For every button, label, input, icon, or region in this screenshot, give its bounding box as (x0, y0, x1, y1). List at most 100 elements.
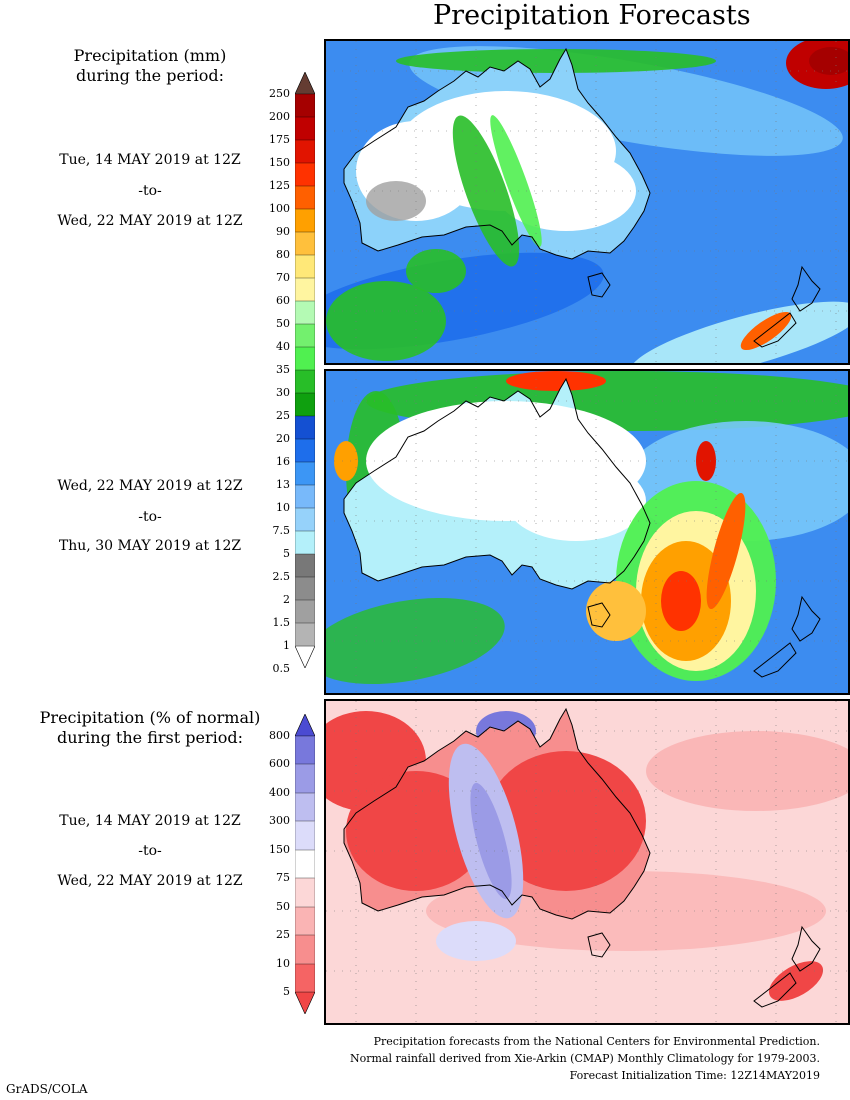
pct-colorbar-tick-label: 150 (269, 842, 290, 856)
pct-colorbar-swatch (295, 821, 315, 850)
pct-colorbar-swatch (295, 736, 315, 765)
coastline (753, 312, 797, 348)
precip-region (586, 581, 646, 641)
mm-colorbar-tick-label: 16 (276, 455, 290, 468)
mm-colorbar-tick-label: 7.5 (272, 524, 291, 537)
mm-colorbar-tick-label: 50 (276, 317, 290, 330)
mm-colorbar-swatch (295, 324, 315, 347)
mm-colorbar-swatch (295, 439, 315, 462)
precip-region (506, 371, 606, 391)
mm-colorbar-tick-label: 200 (269, 110, 290, 123)
coastline (587, 932, 611, 958)
coastline (791, 595, 821, 642)
mm-colorbar-swatch (295, 117, 315, 140)
coastline (791, 925, 821, 972)
mm-colorbar-tick-label: 125 (269, 179, 290, 192)
precip-band (490, 115, 542, 247)
legend-pct-header-line1: Precipitation (% of normal) (39, 708, 261, 727)
period2-end: Thu, 30 MAY 2019 at 12Z (58, 538, 242, 554)
map-panel-week1 (324, 39, 850, 365)
pct-colorbar-tick-label: 600 (269, 757, 290, 771)
pct-colorbar-tick-label: 400 (269, 785, 290, 799)
pct-colorbar-tick-label: 800 (269, 729, 290, 742)
mm-colorbar-tick-label: 80 (276, 248, 290, 261)
mm-colorbar-tick-label: 10 (276, 501, 290, 514)
precip-region (326, 281, 446, 361)
pct-colorbar-swatch (295, 849, 315, 879)
pct-colorbar-tick-label: 25 (276, 928, 290, 942)
pct-colorbar-swatch (295, 935, 315, 964)
mm-colorbar-swatch (295, 508, 315, 531)
precip-region (396, 49, 716, 73)
coastline (343, 47, 651, 260)
pct-colorbar-bottom-arrow (295, 992, 315, 1014)
pct-colorbar-tick-label: 50 (276, 899, 290, 913)
page-title: Precipitation Forecasts (433, 0, 751, 31)
mm-colorbar-tick-label: 175 (269, 133, 290, 146)
lat-lon-grid (326, 371, 848, 693)
legend-mm-header-line2: during the period: (76, 66, 224, 85)
mm-colorbar-swatch (295, 623, 315, 646)
mm-colorbar-swatch (295, 416, 315, 439)
pct-colorbar-tick-label: 75 (276, 871, 290, 885)
mm-colorbar-swatch (295, 232, 315, 255)
precip-region (661, 571, 701, 631)
period1-end: Wed, 22 MAY 2019 at 12Z (57, 213, 243, 229)
mm-colorbar-swatch (295, 301, 315, 324)
precip-region (809, 47, 848, 75)
mm-colorbar-swatch (295, 255, 315, 278)
mm-colorbar-swatch (295, 94, 315, 117)
pct-colorbar-swatch (295, 792, 315, 822)
mm-colorbar-tick-label: 5 (283, 547, 290, 560)
footer-line3: Forecast Initialization Time: 12Z14MAY20… (569, 1069, 820, 1082)
mm-colorbar-tick-label: 1.5 (272, 616, 291, 629)
mm-colorbar-tick-label: 70 (276, 271, 290, 284)
lat-lon-grid (326, 41, 848, 363)
mm-colorbar-tick-label: 250 (269, 87, 290, 100)
pct-colorbar-swatch (295, 906, 315, 936)
pct-colorbar-tick-label: 5 (283, 985, 290, 998)
mm-colorbar-tick-label: 25 (276, 409, 290, 422)
coastline (587, 272, 611, 298)
coastline (753, 972, 797, 1008)
mm-colorbar-swatch (295, 554, 315, 577)
dry-region (506, 461, 646, 541)
legend-pct-header: Precipitation (% of normal) during the f… (0, 708, 300, 748)
mm-colorbar-swatch (295, 462, 315, 485)
mm-colorbar-swatch (295, 186, 315, 209)
legend-pct-header-line2: during the first period: (56, 728, 244, 747)
below-normal-region (646, 731, 848, 811)
mm-colorbar-swatch (295, 485, 315, 508)
mm-colorbar-tick-label: 100 (269, 202, 290, 215)
mm-colorbar-tick-label: 2.5 (272, 570, 291, 583)
mm-colorbar-swatch (295, 347, 315, 370)
mm-colorbar-swatch (295, 577, 315, 600)
lat-lon-grid (326, 701, 848, 1023)
mm-colorbar-bottom-arrow (295, 646, 315, 668)
mm-colorbar-tick-label: 35 (276, 363, 290, 376)
coastline (343, 707, 651, 920)
mm-colorbar-tick-label: 2 (283, 593, 290, 606)
mm-colorbar-tick-label: 30 (276, 386, 290, 399)
pct-colorbar-tick-label: 10 (276, 956, 290, 970)
footer-line2: Normal rainfall derived from Xie-Arkin (… (350, 1052, 820, 1065)
pct-colorbar-top-arrow (295, 714, 315, 736)
precip-map-percent-normal (326, 701, 848, 1023)
mm-colorbar-swatch (295, 393, 315, 416)
legend-mm-header: Precipitation (mm) during the period: (0, 46, 300, 86)
legend-mm-header-line1: Precipitation (mm) (73, 46, 227, 65)
mm-colorbar-tick-label: 60 (276, 294, 290, 307)
mm-colorbar-tick-label: 20 (276, 432, 290, 445)
period3-end: Wed, 22 MAY 2019 at 12Z (57, 873, 243, 889)
above-normal-region (470, 782, 512, 900)
mm-colorbar-swatch (295, 278, 315, 301)
mm-colorbar-swatch (295, 370, 315, 393)
mm-colorbar-tick-label: 1 (283, 639, 290, 652)
mm-colorbar-tick-label: 150 (269, 156, 290, 169)
mm-colorbar-tick-label: 0.5 (272, 662, 291, 675)
pct-colorbar-swatch (295, 963, 315, 992)
period1-start: Tue, 14 MAY 2019 at 12Z (59, 152, 241, 168)
coastline (791, 265, 821, 312)
coastline (343, 377, 651, 590)
precip-mm-colorbar: 250 200 175 150 125 100 90 80 70 60 50 40 35 30 25 20 16… (269, 72, 315, 675)
